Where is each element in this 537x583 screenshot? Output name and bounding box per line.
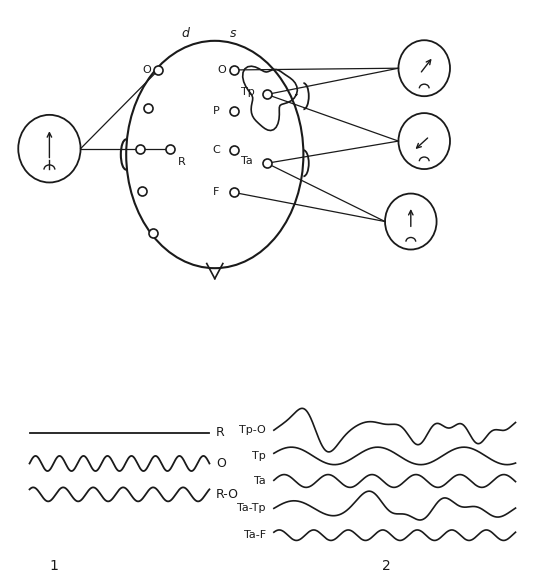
Text: O: O — [142, 65, 151, 75]
Text: R: R — [178, 157, 185, 167]
Text: R-O: R-O — [216, 488, 239, 501]
Text: P: P — [213, 106, 220, 116]
Text: d: d — [182, 27, 189, 40]
Text: Tp: Tp — [241, 87, 255, 97]
Text: C: C — [213, 145, 220, 156]
Text: R: R — [216, 426, 224, 439]
Text: O: O — [216, 457, 226, 470]
Text: Ta: Ta — [241, 156, 253, 166]
Text: Ta-Tp: Ta-Tp — [237, 503, 266, 514]
Text: Ta-F: Ta-F — [244, 530, 266, 540]
Text: O: O — [217, 65, 226, 75]
Text: 1: 1 — [49, 559, 58, 573]
Text: Ta: Ta — [254, 476, 266, 486]
Text: Tp: Tp — [252, 451, 266, 461]
Text: 2: 2 — [382, 559, 391, 573]
Text: s: s — [230, 27, 237, 40]
Text: Tp-O: Tp-O — [239, 425, 266, 436]
Text: F: F — [213, 187, 220, 198]
